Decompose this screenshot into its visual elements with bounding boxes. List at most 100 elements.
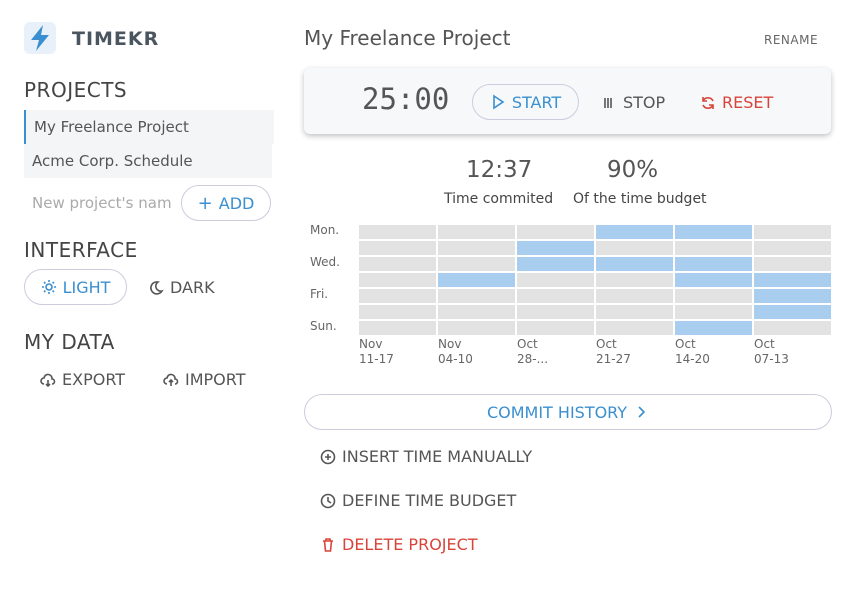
heatmap-cell (675, 305, 752, 319)
heatmap-cell (754, 321, 831, 335)
column-range: 11-17 (359, 352, 394, 366)
column-month: Nov (438, 337, 462, 351)
heatmap-cell (675, 289, 752, 303)
project-name[interactable]: My Freelance Project (34, 118, 189, 136)
heatmap-cell (596, 273, 673, 287)
heatmap-cell (438, 321, 515, 335)
commit-history-button[interactable]: COMMIT HISTORY (304, 394, 832, 430)
column-month: Nov (359, 337, 383, 351)
insert-time-button[interactable]: INSERT TIME MANUALLY (320, 447, 532, 466)
reset-label[interactable]: RESET (722, 93, 774, 112)
column-range: 04-10 (438, 352, 473, 366)
project-name[interactable]: Acme Corp. Schedule (32, 152, 193, 170)
column-month: Oct (596, 337, 617, 351)
dark-label[interactable]: DARK (170, 278, 215, 297)
row-label: Fri. (310, 287, 329, 301)
heatmap-cell (438, 241, 515, 255)
project-item-active[interactable]: My Freelance Project (24, 110, 274, 144)
column-range: 28-... (517, 352, 549, 366)
heatmap-cell (675, 241, 752, 255)
project-item[interactable]: Acme Corp. Schedule (24, 144, 272, 178)
timer-display: 25:00 (362, 82, 450, 116)
import-button[interactable]: IMPORT (163, 370, 246, 389)
reset-button[interactable]: RESET (700, 93, 773, 112)
column-range: 14-20 (675, 352, 710, 366)
stop-label[interactable]: STOP (623, 93, 666, 112)
heatmap-cell (517, 257, 594, 271)
stat-value: 12:37 (466, 157, 533, 183)
light-button[interactable]: LIGHT (24, 269, 127, 305)
heatmap-cell (359, 273, 436, 287)
brand: TIMEKR (72, 28, 160, 50)
column-range: 07-13 (754, 352, 789, 366)
delete-project-button[interactable]: DELETE PROJECT (320, 535, 478, 554)
project-title: My Freelance Project (304, 26, 511, 50)
heatmap-cell (438, 305, 515, 319)
export-label[interactable]: EXPORT (62, 370, 126, 389)
heatmap-cell (596, 225, 673, 239)
heatmap-cell (438, 225, 515, 239)
heatmap-cell (754, 225, 831, 239)
heatmap-cell (359, 241, 436, 255)
heatmap-cell (359, 257, 436, 271)
export-button[interactable]: EXPORT (40, 370, 125, 389)
row-label: Sun. (310, 319, 337, 333)
heatmap: Mon. Wed. Fri. Sun. Nov 11-17 Nov 04-10 Oct 28-..… (304, 222, 834, 372)
stat-value: 90% (607, 157, 659, 183)
insert-time-label[interactable]: INSERT TIME MANUALLY (342, 447, 533, 466)
row-label: Wed. (310, 255, 340, 269)
section-heading: PROJECTS (24, 78, 128, 102)
heatmap-cell (438, 289, 515, 303)
heatmap-cell (359, 225, 436, 239)
heatmap-cell (754, 289, 831, 303)
heatmap-cell (754, 241, 831, 255)
heatmap-cell (754, 273, 831, 287)
add-button[interactable]: + ADD (181, 185, 271, 221)
heatmap-cell (675, 257, 752, 271)
heatmap-cell (517, 273, 594, 287)
start-label[interactable]: START (511, 92, 562, 112)
stat-label: Time commited (444, 191, 554, 207)
heatmap-cell (675, 225, 752, 239)
start-button[interactable]: START (472, 84, 579, 120)
heatmap-cell (754, 305, 831, 319)
heatmap-cell (517, 225, 594, 239)
heatmap-cell (359, 289, 436, 303)
import-label[interactable]: IMPORT (185, 370, 246, 389)
heatmap-cell (754, 257, 831, 271)
timer-card: 25:00 START STOP RESET (304, 68, 831, 134)
stat-label: Of the time budget (573, 191, 707, 207)
row-label: Mon. (310, 223, 340, 237)
heatmap-cell (596, 289, 673, 303)
heatmap-cell (675, 273, 752, 287)
heatmap-cell (596, 257, 673, 271)
delete-project-label[interactable]: DELETE PROJECT (342, 535, 478, 554)
dark-button[interactable]: DARK (148, 278, 215, 297)
commit-history-label[interactable]: COMMIT HISTORY (486, 402, 628, 422)
stop-button[interactable]: STOP (601, 93, 665, 112)
section-heading: INTERFACE (24, 238, 138, 262)
heatmap-cell (675, 321, 752, 335)
heatmap-cell (517, 241, 594, 255)
add-label[interactable]: ADD (218, 193, 255, 213)
rename-button[interactable]: RENAME (764, 33, 819, 47)
heatmap-cell (596, 241, 673, 255)
light-label[interactable]: LIGHT (62, 277, 111, 297)
column-range: 21-27 (596, 352, 631, 366)
heatmap-cell (517, 321, 594, 335)
heatmap-cell (438, 257, 515, 271)
heatmap-cell (359, 321, 436, 335)
column-month: Oct (675, 337, 696, 351)
define-budget-button[interactable]: DEFINE TIME BUDGET (320, 491, 516, 510)
column-month: Oct (754, 337, 775, 351)
heatmap-cell (517, 305, 594, 319)
new-project-input[interactable]: New project's nam (32, 194, 172, 212)
heatmap-cell (438, 273, 515, 287)
column-month: Oct (517, 337, 538, 351)
heatmap-cell (359, 305, 436, 319)
define-budget-label[interactable]: DEFINE TIME BUDGET (342, 491, 517, 510)
section-heading: MY DATA (24, 330, 115, 354)
heatmap-cell (596, 321, 673, 335)
heatmap-cell (596, 305, 673, 319)
